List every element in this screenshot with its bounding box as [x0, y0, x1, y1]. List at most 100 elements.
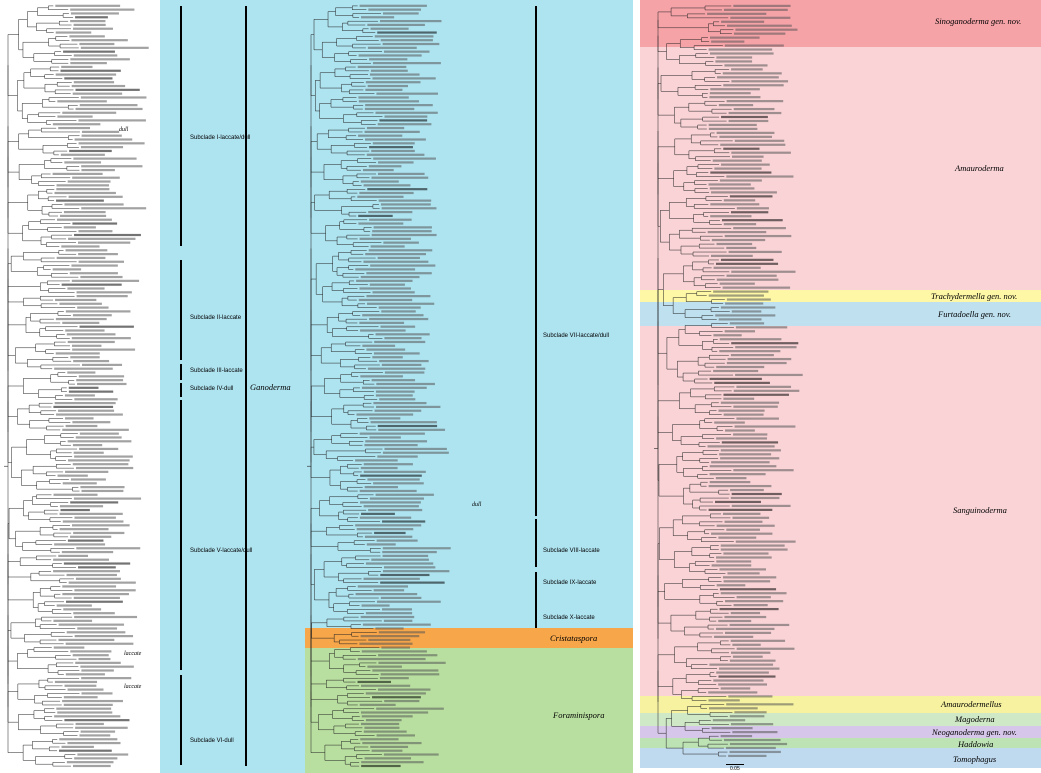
- leaf-label-mark: [372, 142, 415, 145]
- leaf-label-mark: [721, 441, 779, 444]
- tree-branch: [342, 655, 377, 660]
- tree-branch: [56, 723, 74, 729]
- tree-branch: [687, 706, 711, 715]
- leaf-label-mark: [378, 306, 421, 309]
- leaf-label-mark: [73, 359, 110, 363]
- leaf-label-mark: [378, 631, 426, 634]
- leaf-label-mark: [736, 596, 771, 599]
- tree-branch: [693, 214, 710, 223]
- tree-branch: [310, 278, 317, 341]
- tree-branch: [46, 425, 64, 431]
- leaf-label-mark: [361, 715, 413, 718]
- leaf-label-mark: [68, 386, 99, 389]
- leaf-label-mark: [76, 291, 132, 294]
- leaf-label-mark: [733, 405, 778, 408]
- leaf-label-mark: [359, 237, 411, 240]
- leaf-label-mark: [379, 398, 416, 401]
- leaf-label-mark: [81, 677, 132, 680]
- leaf-label-mark: [74, 455, 133, 458]
- leaf-label-mark: [54, 367, 113, 370]
- foraminispora-band: [305, 648, 633, 773]
- bracket-subclade-2: [180, 260, 182, 360]
- leaf-label-mark: [71, 264, 118, 267]
- leaf-label-mark: [56, 188, 110, 191]
- tree-branch: [22, 225, 42, 242]
- leaf-label-mark: [73, 531, 125, 535]
- leaf-label-mark: [53, 493, 98, 496]
- leaf-label-mark: [723, 393, 789, 396]
- leaf-label-mark: [355, 524, 422, 527]
- leaf-label-mark: [366, 295, 431, 298]
- leaf-label-mark: [711, 532, 773, 535]
- tree-branch: [677, 360, 699, 378]
- leaf-label-mark: [383, 241, 419, 244]
- leaf-label-mark: [719, 135, 772, 138]
- bracket-subclade-9: [535, 572, 537, 612]
- leaf-label-mark: [731, 68, 763, 71]
- leaf-label-mark: [365, 81, 421, 84]
- tree-branch: [338, 511, 348, 520]
- tree-branch: [310, 523, 315, 585]
- haddowia-label: Haddowia: [958, 739, 994, 749]
- leaf-label-mark: [59, 528, 109, 531]
- leaf-label-mark: [72, 176, 120, 179]
- tree-branch: [326, 527, 358, 536]
- tree-branch: [7, 324, 26, 356]
- tree-branch: [339, 525, 355, 530]
- leaf-label-mark: [52, 172, 103, 175]
- bracket-subclade-4: [180, 383, 182, 397]
- leaf-label-mark: [66, 761, 114, 764]
- leaf-label-mark: [377, 455, 418, 458]
- leaf-label-mark: [78, 260, 124, 263]
- tree-branch: [705, 283, 721, 288]
- subclade-9-label: Subclade IX-laccate: [543, 580, 597, 586]
- leaf-label-mark: [58, 623, 125, 626]
- leaf-label-mark: [72, 348, 136, 351]
- tree-branch: [352, 181, 362, 186]
- leaf-label-mark: [361, 16, 395, 19]
- neoganoderma-label: Neoganoderma gen. nov.: [932, 727, 1017, 737]
- leaf-label-mark: [65, 249, 108, 252]
- tree-branch: [63, 731, 79, 736]
- tree-branch: [46, 471, 64, 477]
- leaf-label-mark: [75, 726, 128, 729]
- tree-branch: [325, 450, 366, 459]
- tree-branch: [709, 410, 722, 415]
- tree-branch: [710, 132, 718, 138]
- leaf-label-mark: [67, 180, 111, 183]
- leaf-label-mark: [376, 600, 441, 603]
- leaf-label-mark: [372, 696, 421, 699]
- tree-branch: [657, 83, 675, 116]
- tree-branch: [352, 43, 381, 49]
- leaf-label-mark: [709, 92, 751, 95]
- leaf-label-mark: [723, 552, 769, 555]
- leaf-label-mark: [64, 77, 113, 80]
- tree-branch: [363, 227, 372, 232]
- leaf-label-mark: [729, 322, 765, 325]
- tree-branch: [10, 255, 38, 272]
- leaf-label-mark: [726, 175, 794, 178]
- subclade-5-label: Subclade V-laccate/dull: [190, 548, 253, 554]
- leaf-label-mark: [723, 580, 771, 583]
- leaf-label-mark: [361, 761, 424, 764]
- tree-branch: [687, 531, 705, 540]
- laccate-note-2: laccate: [124, 684, 142, 690]
- leaf-label-mark: [377, 688, 431, 691]
- tree-branch: [37, 603, 53, 612]
- tree-branch: [697, 164, 720, 169]
- tree-branch: [33, 53, 55, 62]
- leaf-label-mark: [708, 699, 740, 702]
- tree-branch: [672, 297, 687, 314]
- leaf-label-mark: [722, 72, 782, 75]
- leaf-label-mark: [720, 592, 787, 595]
- dull-note-left: dull: [119, 127, 129, 133]
- tree-branch: [41, 127, 80, 133]
- tree-branch: [350, 420, 367, 429]
- leaf-label-mark: [383, 566, 436, 569]
- left-tree-panel: Subclade I-laccate/dull Subclade II-lacc…: [0, 0, 305, 773]
- leaf-label-mark: [359, 4, 427, 7]
- tree-branch: [318, 714, 334, 731]
- sinoganoderma-band: [640, 0, 1041, 47]
- leaf-label-mark: [719, 568, 766, 571]
- tree-branch: [15, 347, 36, 364]
